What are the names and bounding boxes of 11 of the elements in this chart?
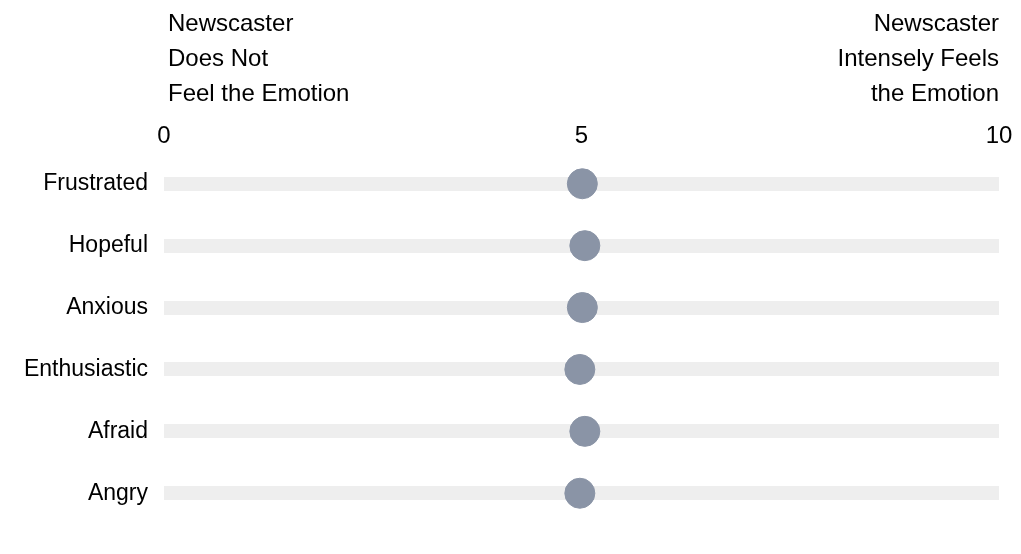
x-tick-label: 0 [157,121,171,149]
text: Newscaster Intensely Feels the Emotion [837,8,999,106]
x-tick-label: 5 [574,121,589,149]
text: Newscaster Does Not Feel the Emotion [168,8,350,106]
y-tick-label: Enthusiastic [23,354,149,381]
y-tick-label: Hopeful [68,230,149,257]
y-tick-label: Frustrated [43,169,149,196]
y-tick-label: Afraid [87,416,149,443]
x-tick-label: 10 [985,121,1013,149]
y-tick-label: Anxious [66,292,149,319]
y-tick-label: Angry [87,478,149,505]
